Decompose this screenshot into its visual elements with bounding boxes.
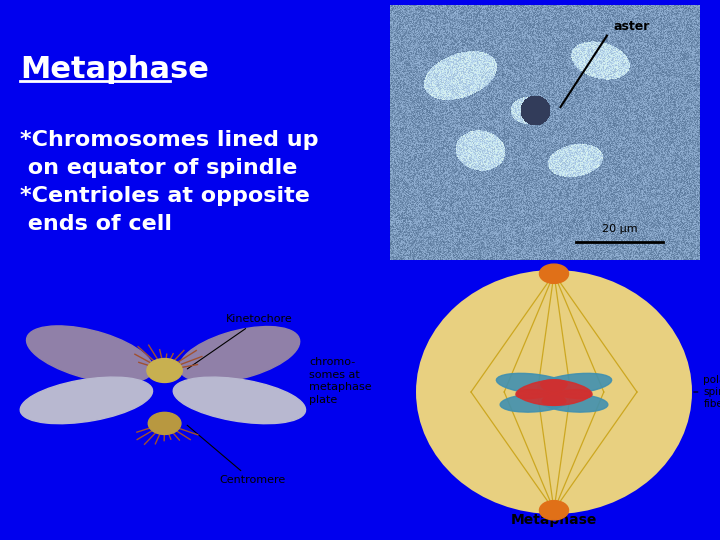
Ellipse shape	[174, 377, 305, 424]
Text: Metaphase: Metaphase	[510, 513, 597, 526]
Circle shape	[539, 264, 569, 284]
Ellipse shape	[538, 373, 611, 394]
Circle shape	[539, 501, 569, 520]
Ellipse shape	[542, 389, 590, 406]
Text: Kinetochore: Kinetochore	[187, 314, 292, 369]
Text: 20 μm: 20 μm	[602, 224, 637, 234]
Ellipse shape	[541, 380, 592, 399]
Circle shape	[148, 413, 181, 435]
Text: polar
spindle
fiber: polar spindle fiber	[694, 375, 720, 409]
Circle shape	[147, 359, 182, 382]
Ellipse shape	[179, 327, 300, 382]
Ellipse shape	[518, 389, 566, 406]
Text: aster: aster	[613, 21, 649, 33]
Text: ends of cell: ends of cell	[20, 214, 172, 234]
Ellipse shape	[541, 394, 608, 412]
Ellipse shape	[500, 394, 567, 412]
Text: *Centrioles at opposite: *Centrioles at opposite	[20, 186, 310, 206]
Text: on equator of spindle: on equator of spindle	[20, 158, 297, 178]
Ellipse shape	[27, 326, 153, 383]
Text: Centromere: Centromere	[187, 425, 285, 485]
Text: Metaphase: Metaphase	[20, 55, 209, 84]
Text: chromo-
somes at
metaphase
plate: chromo- somes at metaphase plate	[309, 357, 372, 404]
Ellipse shape	[20, 377, 153, 424]
Text: *Chromosomes lined up: *Chromosomes lined up	[20, 130, 318, 150]
Ellipse shape	[516, 380, 567, 399]
Ellipse shape	[496, 373, 570, 394]
Ellipse shape	[417, 271, 691, 513]
